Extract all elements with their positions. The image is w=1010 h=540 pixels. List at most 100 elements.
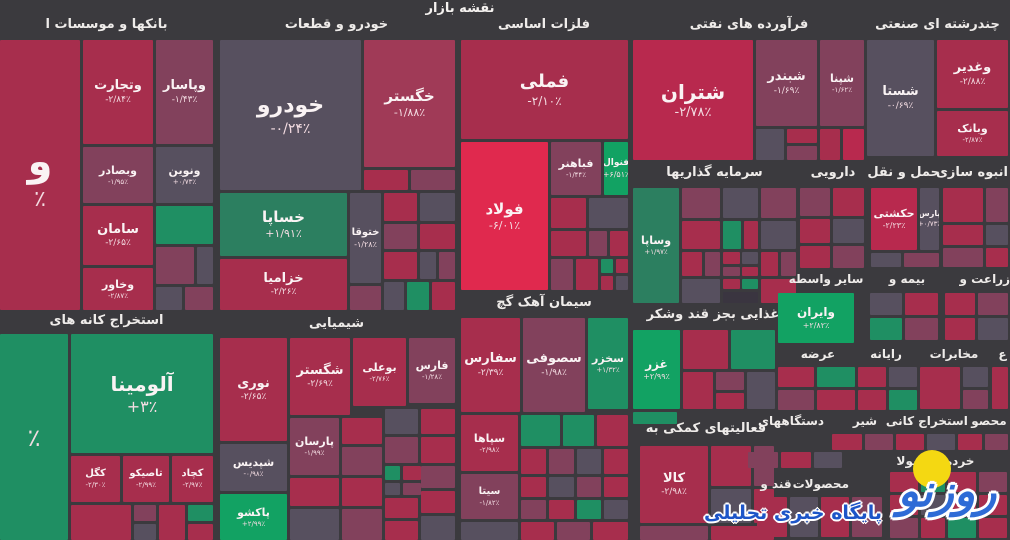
mini-tile[interactable] [978, 293, 1008, 315]
stock-tile[interactable]: ختوقا -۱/۲۸٪ [350, 193, 381, 283]
mini-tile[interactable] [197, 247, 213, 284]
mini-tile[interactable] [778, 367, 814, 387]
mini-tile[interactable] [549, 500, 574, 519]
mini-tile[interactable] [978, 318, 1008, 340]
mini-tile[interactable] [723, 252, 740, 264]
stock-tile[interactable]: سصوفی -۱/۹۸٪ [523, 318, 585, 412]
mini-tile[interactable] [385, 437, 418, 463]
mini-tile[interactable] [723, 221, 741, 249]
mini-tile[interactable] [889, 390, 917, 410]
mini-tile[interactable] [858, 367, 886, 387]
stock-tile[interactable]: حکشتی -۲/۲۳٪ [871, 188, 917, 250]
mini-tile[interactable] [551, 198, 586, 228]
mini-tile[interactable] [852, 497, 882, 537]
stock-tile[interactable]: شپدیس -۰/۹۸٪ [220, 444, 287, 491]
stock-tile[interactable]: فباهنر -۱/۴۴٪ [551, 142, 601, 195]
mini-tile[interactable] [833, 188, 864, 216]
mini-tile[interactable] [890, 472, 918, 492]
mini-tile[interactable] [682, 221, 720, 249]
mini-tile[interactable] [889, 367, 917, 387]
mini-tile[interactable] [757, 497, 787, 537]
mini-tile[interactable] [385, 521, 418, 540]
stock-tile[interactable]: خودرو -۰/۲۴٪ [220, 40, 361, 190]
stock-tile[interactable]: خگستر -۱/۸۸٪ [364, 40, 455, 167]
stock-tile[interactable]: تاصیکو -۲/۹۹٪ [123, 456, 169, 502]
mini-tile[interactable] [821, 497, 849, 537]
mini-tile[interactable] [407, 282, 429, 310]
stock-tile[interactable]: سخزر +۱/۳۲٪ [588, 318, 628, 409]
mini-tile[interactable] [979, 472, 1007, 492]
mini-tile[interactable] [742, 279, 758, 289]
stock-tile[interactable]: پارس+۰/۷۳٪ [920, 188, 939, 250]
mini-tile[interactable] [577, 449, 601, 474]
mini-tile[interactable] [905, 293, 938, 315]
mini-tile[interactable] [832, 434, 862, 450]
mini-tile[interactable] [870, 293, 902, 315]
stock-tile[interactable]: سیتا -۱/۸۲٪ [461, 474, 518, 519]
mini-tile[interactable] [920, 367, 960, 409]
mini-tile[interactable] [364, 170, 408, 190]
mini-tile[interactable] [800, 188, 830, 216]
mini-tile[interactable] [781, 252, 796, 276]
mini-tile[interactable] [943, 188, 983, 222]
mini-tile[interactable] [979, 495, 1007, 515]
mini-tile[interactable] [778, 390, 814, 410]
mini-tile[interactable] [711, 446, 751, 486]
mini-tile[interactable] [800, 219, 830, 243]
mini-tile[interactable] [156, 247, 194, 284]
mini-tile[interactable] [716, 393, 744, 409]
stock-tile[interactable]: فارس -۱/۲۸٪ [409, 338, 455, 403]
mini-tile[interactable] [420, 193, 455, 221]
mini-tile[interactable] [945, 293, 975, 315]
mini-tile[interactable] [790, 497, 818, 537]
mini-tile[interactable] [549, 477, 574, 497]
mini-tile[interactable] [896, 434, 924, 450]
mini-tile[interactable] [188, 505, 213, 521]
mini-tile[interactable] [833, 219, 864, 243]
stock-tile[interactable]: وایران +۲/۸۲٪ [778, 293, 854, 343]
mini-tile[interactable] [384, 282, 404, 310]
mini-tile[interactable] [384, 252, 417, 279]
stock-tile[interactable]: وتجارت -۲/۸۴٪ [83, 40, 153, 144]
mini-tile[interactable] [421, 466, 455, 488]
stock-tile[interactable]: خزامیا -۲/۲۶٪ [220, 259, 347, 310]
stock-tile[interactable]: فولاد -۶/۰۱٪ [461, 142, 548, 290]
stock-tile[interactable]: پاکشو +۲/۹۹٪ [220, 494, 287, 540]
mini-tile[interactable] [350, 286, 381, 310]
mini-tile[interactable] [589, 231, 607, 256]
stock-tile[interactable]: فنوال +۶/۵۱٪ [604, 142, 628, 195]
mini-tile[interactable] [787, 129, 817, 143]
stock-tile[interactable]: وغدیر -۲/۸۸٪ [937, 40, 1008, 108]
mini-tile[interactable] [156, 287, 182, 310]
stock-tile[interactable]: سپاها -۲/۹۸٪ [461, 415, 518, 471]
stock-tile[interactable]: سفارس -۲/۳۹٪ [461, 318, 520, 412]
mini-tile[interactable] [403, 466, 421, 480]
stock-tile[interactable]: و ٪ [0, 40, 80, 310]
stock-tile[interactable]: ٪ [0, 334, 68, 540]
mini-tile[interactable] [385, 483, 400, 495]
mini-tile[interactable] [604, 449, 628, 474]
mini-tile[interactable] [723, 279, 740, 289]
mini-tile[interactable] [683, 372, 713, 409]
mini-tile[interactable] [421, 437, 455, 463]
mini-tile[interactable] [640, 526, 708, 540]
mini-tile[interactable] [577, 477, 601, 497]
mini-tile[interactable] [711, 489, 751, 523]
mini-tile[interactable] [705, 252, 720, 276]
mini-tile[interactable] [890, 495, 918, 515]
mini-tile[interactable] [411, 170, 455, 190]
mini-tile[interactable] [156, 206, 213, 244]
mini-tile[interactable] [992, 367, 1008, 409]
mini-tile[interactable] [723, 188, 758, 218]
mini-tile[interactable] [601, 259, 613, 273]
mini-tile[interactable] [927, 434, 955, 450]
mini-tile[interactable] [921, 472, 945, 492]
mini-tile[interactable] [432, 282, 455, 310]
mini-tile[interactable] [921, 518, 945, 538]
stock-tile[interactable]: شگستر -۲/۶۹٪ [290, 338, 350, 415]
stock-tile[interactable]: وبانک -۲/۸۷٪ [937, 111, 1008, 156]
mini-tile[interactable] [682, 188, 720, 218]
mini-tile[interactable] [342, 447, 382, 475]
mini-tile[interactable] [800, 246, 830, 268]
stock-tile[interactable]: وخاور -۲/۸۷٪ [83, 268, 153, 310]
